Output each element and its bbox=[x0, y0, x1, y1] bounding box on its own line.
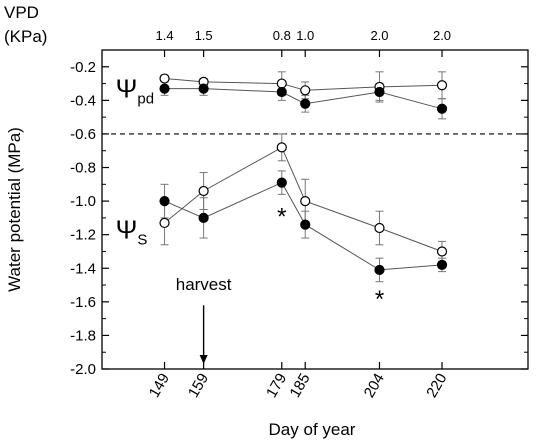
filled-point bbox=[276, 86, 287, 98]
open-point bbox=[159, 73, 170, 84]
x-tick-label: 204 bbox=[361, 371, 388, 401]
filled-point bbox=[436, 259, 448, 271]
filled-point bbox=[374, 86, 385, 98]
series-line bbox=[164, 146, 443, 252]
harvest-arrow-head bbox=[199, 354, 208, 364]
vpd-value-label: 1.4 bbox=[155, 28, 173, 43]
vpd-value-label: 0.8 bbox=[273, 28, 291, 43]
plot-frame bbox=[101, 49, 529, 370]
x-tick-label: 185 bbox=[286, 371, 313, 401]
open-point bbox=[300, 196, 311, 207]
vpd-axis-title: VPD bbox=[4, 3, 39, 22]
significance-star: * bbox=[375, 286, 384, 313]
y-tick-label: -1.8 bbox=[70, 327, 96, 344]
filled-point bbox=[198, 83, 209, 94]
vpd-value-label: 1.0 bbox=[296, 28, 314, 43]
vpd-axis-unit: (KPa) bbox=[4, 27, 47, 46]
x-axis-title: Day of year bbox=[269, 420, 356, 439]
filled-point bbox=[300, 98, 311, 109]
y-tick-label: -1.6 bbox=[70, 294, 96, 311]
y-tick-label: -2.0 bbox=[70, 361, 96, 378]
open-point bbox=[276, 142, 287, 153]
filled-point bbox=[198, 212, 209, 223]
x-tick-label: 159 bbox=[185, 371, 212, 401]
vpd-value-label: 1.5 bbox=[195, 28, 213, 43]
y-tick-label: -1.4 bbox=[70, 260, 96, 277]
series-line bbox=[164, 181, 443, 271]
psi-s-label: ΨS bbox=[116, 215, 148, 249]
x-tick-label: 220 bbox=[423, 371, 450, 401]
y-tick-label: -0.8 bbox=[70, 160, 96, 177]
psi-pd-label: Ψpd bbox=[116, 74, 154, 108]
filled-point bbox=[436, 103, 448, 114]
open-point bbox=[436, 80, 448, 91]
filled-point bbox=[300, 219, 311, 230]
open-point bbox=[300, 85, 311, 96]
open-point bbox=[159, 217, 170, 229]
y-axis-title: Water potential (MPa) bbox=[5, 127, 24, 292]
vpd-value-label: 2.0 bbox=[433, 28, 451, 43]
y-tick-label: -1.2 bbox=[70, 227, 96, 244]
open-point bbox=[436, 246, 448, 257]
filled-point bbox=[159, 83, 170, 94]
vpd-value-label: 2.0 bbox=[370, 28, 388, 43]
significance-star: * bbox=[277, 204, 286, 231]
y-tick-label: -0.2 bbox=[70, 59, 96, 76]
open-point bbox=[276, 78, 287, 89]
filled-point bbox=[159, 196, 170, 207]
open-point bbox=[198, 185, 209, 197]
y-tick-label: -0.4 bbox=[70, 92, 96, 109]
series-line bbox=[164, 78, 443, 91]
harvest-label: harvest bbox=[176, 275, 232, 294]
filled-point bbox=[276, 177, 287, 188]
open-point bbox=[374, 222, 385, 234]
x-tick-label: 179 bbox=[263, 371, 290, 401]
y-tick-label: -1.0 bbox=[70, 193, 96, 210]
y-tick-label: -0.6 bbox=[70, 126, 96, 143]
series-line bbox=[164, 88, 443, 110]
x-tick-label: 149 bbox=[146, 371, 173, 401]
filled-point bbox=[374, 264, 385, 276]
